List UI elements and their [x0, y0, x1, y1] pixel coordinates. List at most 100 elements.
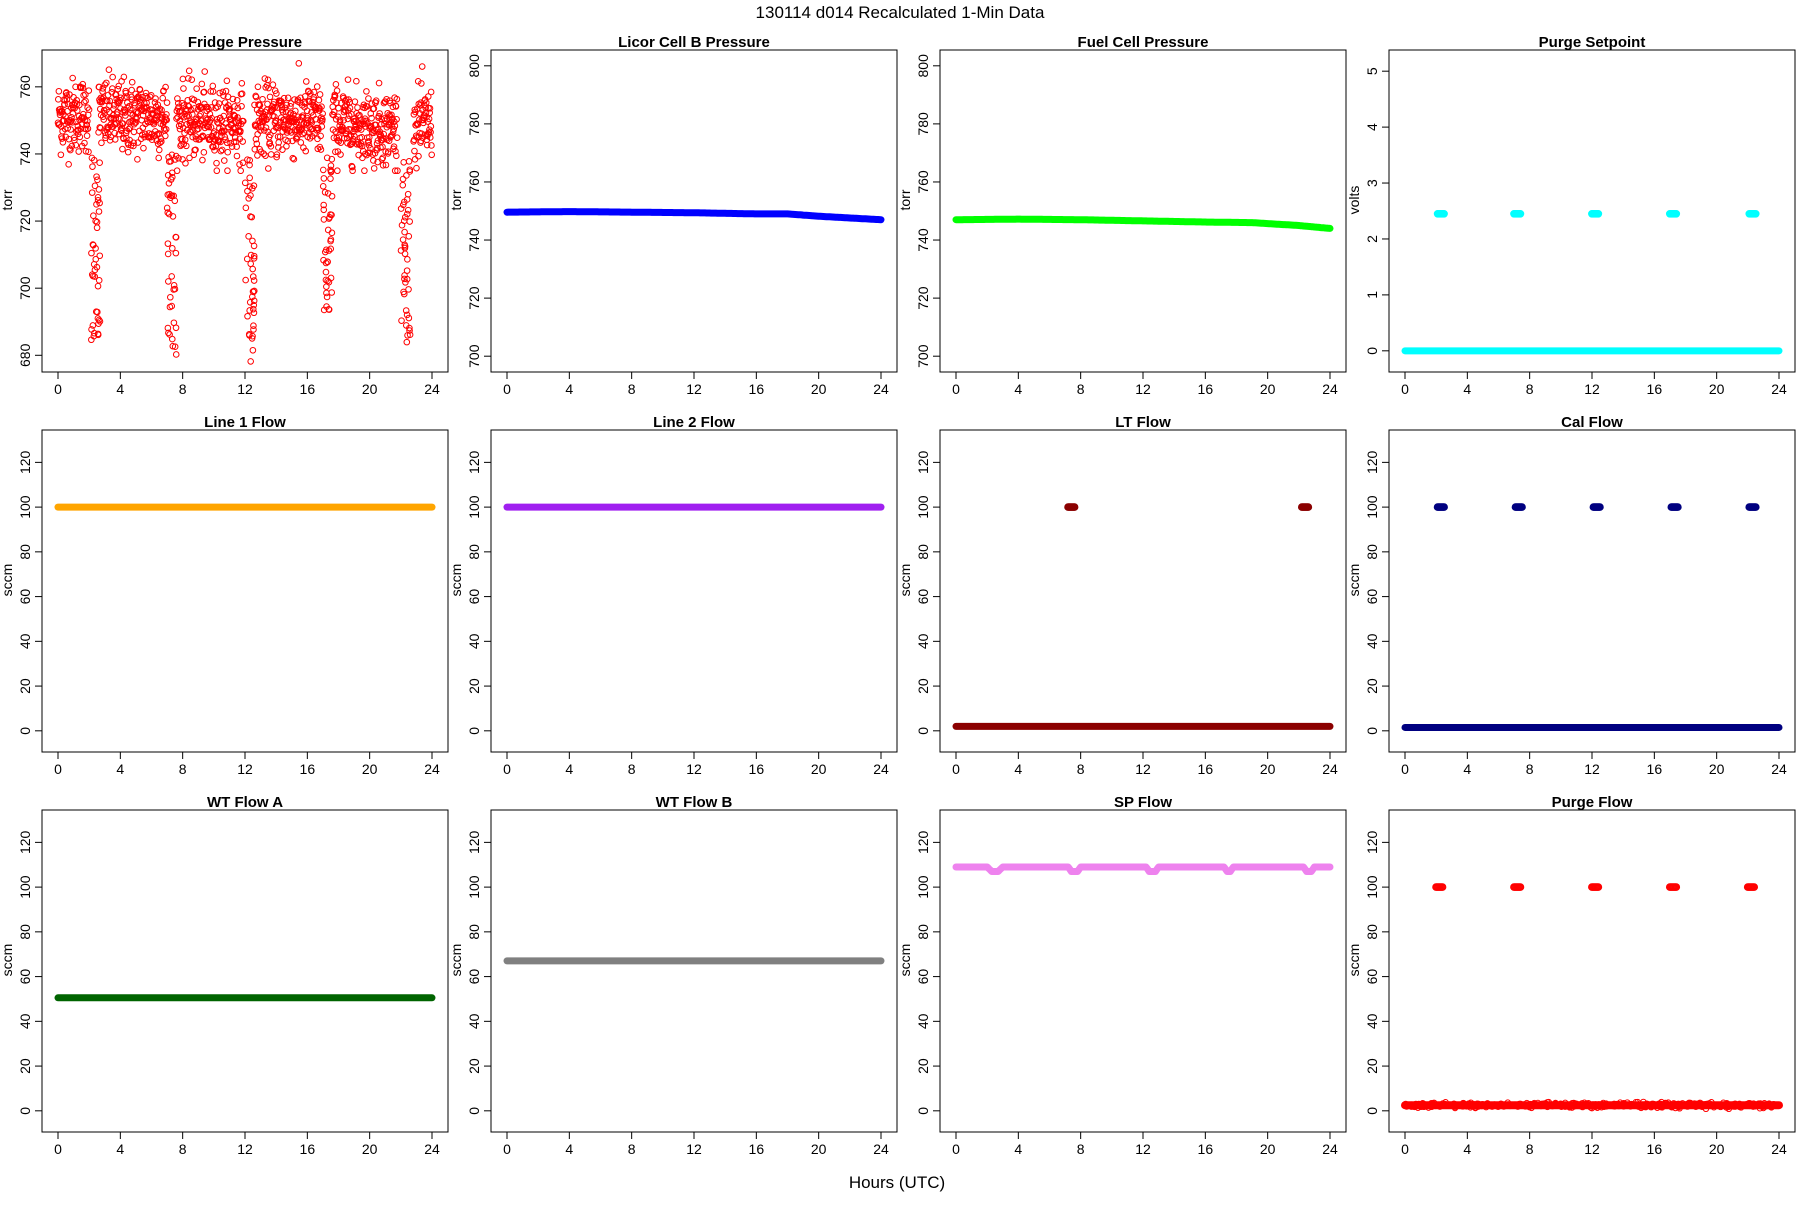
data-point [302, 78, 310, 85]
event-point [1070, 503, 1079, 511]
data-point [139, 93, 146, 101]
data-point [361, 167, 368, 175]
data-point [328, 155, 336, 163]
data-point [99, 85, 107, 92]
data-point [189, 133, 196, 141]
data-point [152, 95, 159, 102]
data-point [178, 135, 186, 143]
x-tick-label: 12 [1584, 1141, 1600, 1157]
x-tick-label: 4 [565, 1141, 573, 1157]
y-tick-label: 740 [466, 228, 482, 252]
y-axis-label: torr [0, 189, 15, 210]
data-point [390, 125, 398, 133]
x-tick-label: 24 [1322, 1141, 1338, 1157]
x-tick-label: 4 [1463, 761, 1471, 777]
data-point [387, 132, 395, 139]
data-point [119, 145, 126, 153]
series-marks [503, 208, 885, 224]
data-point [143, 104, 151, 112]
data-point [379, 143, 386, 151]
data-point [217, 147, 225, 155]
x-tick-label: 0 [54, 381, 62, 397]
data-point [54, 96, 62, 103]
y-tick-label: 3 [1364, 179, 1380, 187]
x-tick-label: 24 [424, 381, 440, 397]
data-point [1478, 1102, 1485, 1110]
data-point [163, 204, 171, 212]
panel-title: WT Flow A [207, 794, 283, 811]
y-tick-label: 800 [466, 54, 482, 78]
data-point [128, 78, 136, 86]
data-point [185, 67, 193, 75]
data-point [239, 159, 247, 167]
data-point [1430, 1099, 1438, 1107]
panel-2: Licor Cell B Pressure 700 720 740 760 780 800 t… [448, 34, 898, 397]
data-point [224, 148, 232, 156]
data-point [331, 92, 339, 100]
data-point [303, 107, 311, 115]
data-point [354, 104, 361, 111]
data-point [159, 94, 167, 102]
data-point [243, 255, 251, 263]
data-point [118, 124, 126, 132]
data-point [130, 142, 137, 150]
data-point [1402, 1102, 1410, 1110]
data-point [164, 278, 172, 285]
data-point [247, 251, 255, 259]
event-point [1672, 883, 1681, 891]
data-point [308, 119, 316, 126]
y-tick-label: 2 [1364, 235, 1380, 243]
data-point [246, 174, 253, 182]
data-point [211, 147, 218, 154]
data-point [97, 124, 104, 132]
data-point [172, 152, 180, 160]
data-point [167, 194, 174, 201]
data-point [332, 148, 339, 156]
y-tick-label: 60 [915, 589, 931, 605]
data-point [315, 96, 323, 104]
panel-8: Cal Flow 0 20 40 60 80 100 120 sccm 0 4 8 12 16 20 24 [1346, 414, 1796, 777]
y-tick-label: 60 [915, 969, 931, 985]
data-point [313, 83, 321, 90]
x-tick-label: 20 [1709, 1141, 1725, 1157]
panel-title: Licor Cell B Pressure [618, 34, 770, 51]
x-tick-label: 16 [749, 761, 765, 777]
x-tick-label: 12 [686, 381, 702, 397]
data-point [165, 329, 172, 337]
data-point [402, 307, 410, 314]
data-point [242, 204, 250, 212]
data-point [283, 101, 291, 109]
data-point [76, 133, 84, 141]
x-tick-label: 24 [1322, 381, 1338, 397]
data-point [82, 97, 89, 105]
x-tick-label: 4 [116, 381, 124, 397]
data-point [280, 94, 288, 102]
data-point [1600, 1103, 1608, 1111]
data-point [1765, 1101, 1772, 1108]
data-point [155, 154, 162, 162]
data-point [1429, 1100, 1437, 1107]
x-tick-label: 24 [1771, 1141, 1787, 1157]
data-point [397, 205, 405, 212]
x-tick-label: 4 [565, 761, 573, 777]
data-point [424, 93, 432, 100]
data-point [69, 74, 76, 82]
data-point [327, 211, 334, 218]
data-point [249, 305, 257, 313]
data-point [253, 140, 261, 148]
data-point [400, 158, 408, 166]
y-tick-label: 80 [17, 544, 33, 560]
data-point [1663, 1102, 1670, 1109]
y-tick-label: 40 [466, 1013, 482, 1029]
x-tick-label: 16 [1647, 1141, 1663, 1157]
data-point [168, 151, 176, 159]
data-point [1756, 1104, 1764, 1112]
data-point [192, 146, 199, 154]
data-point [1667, 1102, 1675, 1110]
data-point [171, 343, 179, 351]
data-point [157, 138, 165, 145]
data-point [219, 88, 227, 96]
data-point [401, 250, 409, 258]
data-point [418, 63, 426, 70]
